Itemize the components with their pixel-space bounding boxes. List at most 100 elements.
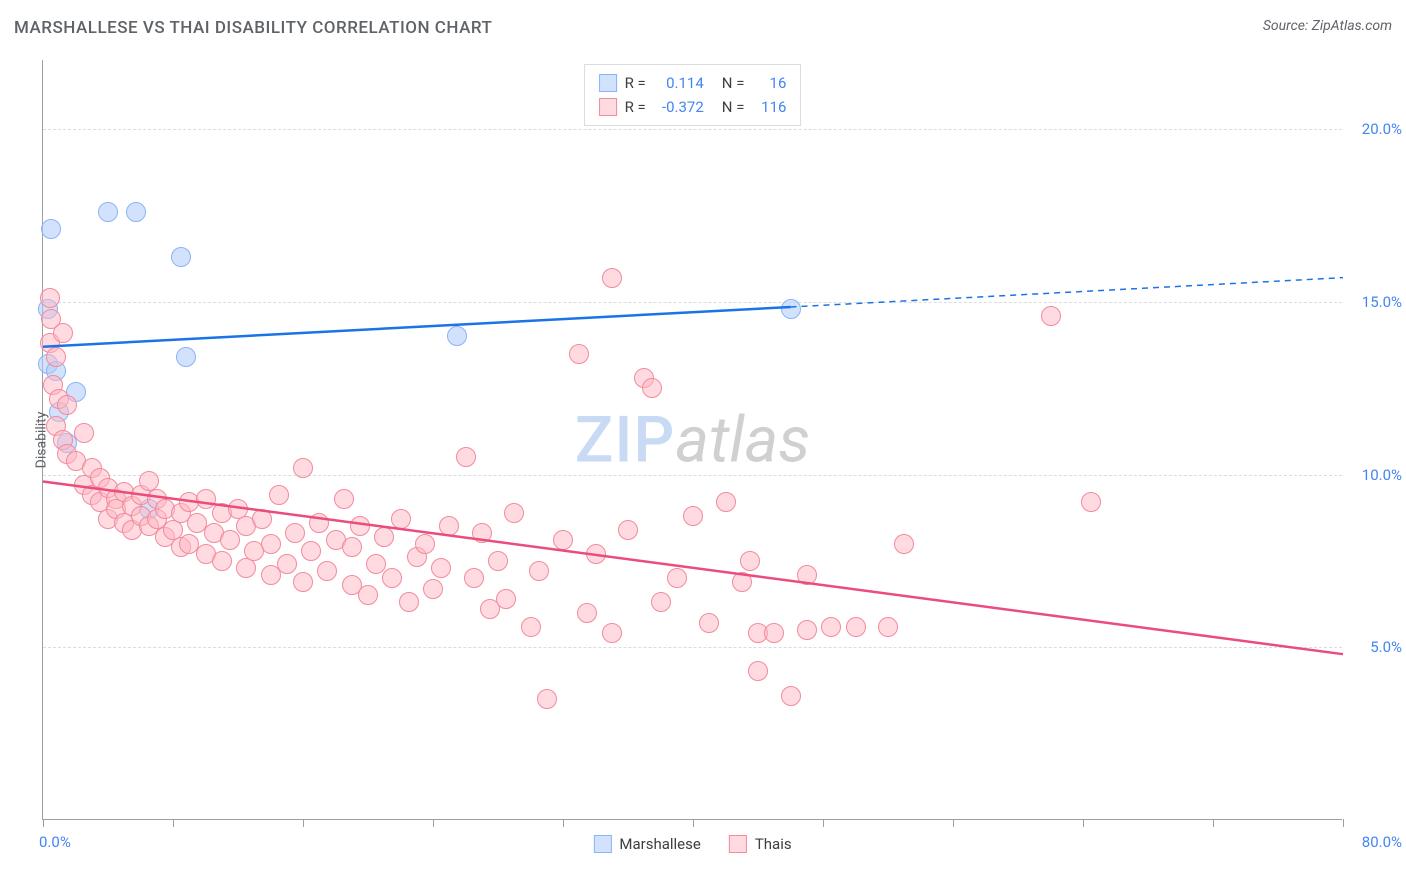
legend-row: R =0.114N =16 (599, 71, 787, 95)
gridline (43, 302, 1342, 303)
data-point (878, 617, 898, 637)
data-point (423, 579, 443, 599)
data-point (285, 523, 305, 543)
data-point (98, 202, 118, 222)
x-axis-max-label: 80.0% (1362, 833, 1402, 851)
data-point (236, 558, 256, 578)
x-axis-min-label: 0.0% (39, 833, 71, 851)
data-point (748, 661, 768, 681)
data-point (212, 551, 232, 571)
legend-r-value: -0.372 (654, 98, 704, 116)
x-tick (303, 819, 304, 827)
data-point (642, 378, 662, 398)
data-point (46, 347, 66, 367)
data-point (309, 513, 329, 533)
gridline (43, 475, 1342, 476)
data-point (374, 527, 394, 547)
data-point (57, 395, 77, 415)
y-tick-label: 20.0% (1362, 120, 1402, 138)
data-point (846, 617, 866, 637)
watermark: ZIPatlas (575, 402, 811, 477)
x-tick (1213, 819, 1214, 827)
data-point (382, 568, 402, 588)
series-name: Marshallese (619, 835, 700, 853)
legend-swatch (599, 74, 617, 92)
data-point (1081, 492, 1101, 512)
x-tick (693, 819, 694, 827)
data-point (171, 247, 191, 267)
correlation-legend: R =0.114N =16R =-0.372N =116 (584, 64, 802, 126)
data-point (220, 530, 240, 550)
data-point (699, 613, 719, 633)
series-legend-item: Thais (729, 835, 792, 853)
data-point (1041, 306, 1061, 326)
data-point (317, 561, 337, 581)
data-point (252, 509, 272, 529)
x-tick (563, 819, 564, 827)
data-point (716, 492, 736, 512)
data-point (350, 516, 370, 536)
gridline (43, 129, 1342, 130)
gridline (43, 647, 1342, 648)
x-tick (823, 819, 824, 827)
data-point (456, 447, 476, 467)
data-point (504, 503, 524, 523)
data-point (577, 603, 597, 623)
source-attribution: Source: ZipAtlas.com (1263, 18, 1392, 34)
data-point (821, 617, 841, 637)
legend-r-label: R = (625, 74, 646, 92)
data-point (521, 617, 541, 637)
data-point (196, 489, 216, 509)
data-point (301, 541, 321, 561)
data-point (176, 347, 196, 367)
data-point (431, 558, 451, 578)
legend-n-label: N = (722, 98, 745, 116)
scatter-chart: Disability ZIPatlas R =0.114N =16R =-0.3… (42, 60, 1342, 820)
data-point (569, 344, 589, 364)
legend-n-value: 16 (752, 74, 786, 92)
x-tick (1083, 819, 1084, 827)
data-point (894, 534, 914, 554)
series-name: Thais (755, 835, 792, 853)
data-point (764, 623, 784, 643)
data-point (334, 489, 354, 509)
data-point (488, 551, 508, 571)
data-point (447, 326, 467, 346)
legend-n-value: 116 (752, 98, 786, 116)
data-point (496, 589, 516, 609)
x-tick (1343, 819, 1344, 827)
y-tick-label: 15.0% (1362, 293, 1402, 311)
y-tick-label: 10.0% (1362, 466, 1402, 484)
data-point (537, 689, 557, 709)
data-point (415, 534, 435, 554)
data-point (293, 458, 313, 478)
data-point (472, 523, 492, 543)
legend-swatch (593, 835, 611, 853)
trend-lines (43, 60, 1342, 819)
data-point (366, 554, 386, 574)
data-point (586, 544, 606, 564)
data-point (439, 516, 459, 536)
legend-row: R =-0.372N =116 (599, 95, 787, 119)
legend-n-label: N = (722, 74, 745, 92)
data-point (74, 423, 94, 443)
x-tick (173, 819, 174, 827)
data-point (602, 623, 622, 643)
y-tick-label: 5.0% (1370, 638, 1402, 656)
x-tick (953, 819, 954, 827)
data-point (797, 565, 817, 585)
data-point (261, 534, 281, 554)
data-point (683, 506, 703, 526)
x-tick (433, 819, 434, 827)
data-point (277, 554, 297, 574)
legend-swatch (729, 835, 747, 853)
legend-swatch (599, 98, 617, 116)
data-point (269, 485, 289, 505)
data-point (342, 537, 362, 557)
data-point (740, 551, 760, 571)
data-point (464, 568, 484, 588)
data-point (40, 288, 60, 308)
data-point (293, 572, 313, 592)
series-legend: Marshallese Thais (593, 835, 791, 853)
data-point (732, 572, 752, 592)
